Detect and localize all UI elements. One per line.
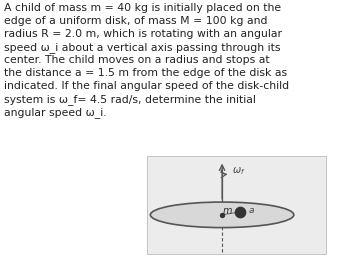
Point bbox=[219, 213, 225, 217]
Ellipse shape bbox=[150, 202, 294, 228]
Text: A child of mass m = 40 kg is initially placed on the
edge of a uniform disk, of : A child of mass m = 40 kg is initially p… bbox=[4, 3, 289, 118]
Text: $m$: $m$ bbox=[222, 206, 233, 216]
Text: $\omega_f$: $\omega_f$ bbox=[232, 165, 245, 177]
Point bbox=[237, 210, 243, 214]
Bar bbox=[147, 156, 326, 254]
Text: $a$: $a$ bbox=[248, 206, 255, 215]
